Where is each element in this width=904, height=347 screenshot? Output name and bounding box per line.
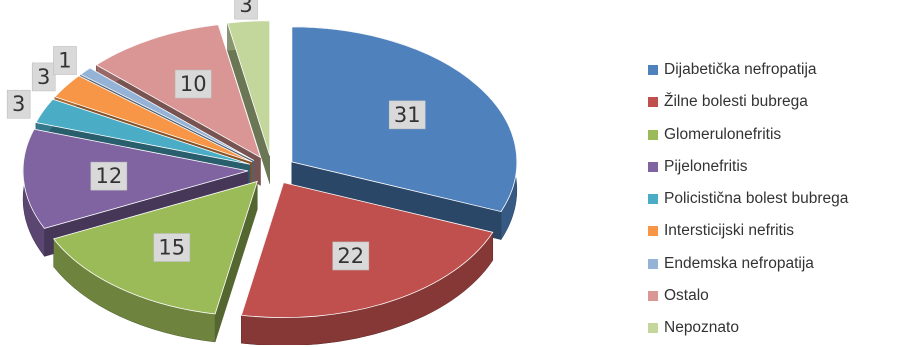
data-label-box bbox=[53, 46, 77, 75]
data-label-box bbox=[332, 241, 370, 271]
legend-item: Endemska nefropatija bbox=[648, 250, 848, 278]
legend-item: Pijelonefritis bbox=[648, 153, 848, 181]
pie-slice bbox=[22, 128, 249, 229]
data-label-box bbox=[90, 161, 128, 191]
data-label: 3 bbox=[239, 0, 252, 17]
data-label-box bbox=[174, 69, 212, 99]
legend-item: Dijabetička nefropatija bbox=[648, 56, 848, 84]
data-label: 31 bbox=[394, 103, 421, 127]
chart-legend: Dijabetička nefropatija Žilne bolesti bu… bbox=[648, 56, 848, 347]
legend-swatch bbox=[648, 291, 658, 302]
legend-swatch bbox=[648, 161, 658, 172]
data-label: 1 bbox=[58, 48, 71, 72]
legend-swatch bbox=[648, 97, 658, 108]
data-label: 22 bbox=[337, 244, 364, 268]
legend-label: Žilne bolesti bubrega bbox=[664, 93, 808, 111]
data-label-box bbox=[6, 89, 31, 119]
data-label-box bbox=[31, 62, 56, 92]
legend-item: Ostalo bbox=[648, 282, 848, 310]
legend-label: Intersticijski nefritis bbox=[664, 222, 795, 240]
data-label-box bbox=[153, 233, 191, 262]
legend-item: Glomerulonefritis bbox=[648, 121, 848, 149]
legend-label: Pijelonefritis bbox=[664, 157, 748, 175]
legend-label: Dijabetička nefropatija bbox=[664, 61, 817, 78]
legend-label: Ostalo bbox=[664, 287, 709, 305]
legend-label: Policistična bolest bubrega bbox=[664, 190, 849, 208]
legend-swatch bbox=[648, 323, 658, 334]
legend-swatch bbox=[648, 226, 658, 237]
legend-swatch bbox=[648, 194, 658, 205]
pie-slice bbox=[79, 67, 255, 161]
legend-swatch bbox=[648, 258, 658, 269]
pie-slice bbox=[35, 98, 251, 165]
data-label-box bbox=[388, 100, 426, 130]
data-label: 15 bbox=[158, 236, 185, 260]
legend-label: Endemska nefropatija bbox=[664, 254, 814, 272]
legend-item: Žilne bolesti bubrega bbox=[648, 88, 848, 116]
data-label: 12 bbox=[95, 164, 122, 188]
legend-item: Policistična bolest bubrega bbox=[648, 185, 848, 213]
data-label: 10 bbox=[180, 72, 207, 96]
pie-slice bbox=[227, 20, 271, 156]
data-label: 3 bbox=[12, 92, 25, 116]
data-label: 3 bbox=[37, 65, 50, 89]
legend-label: Glomerulonefritis bbox=[664, 125, 782, 143]
data-label-box bbox=[234, 0, 258, 20]
legend-swatch bbox=[648, 129, 658, 140]
pie-slice bbox=[54, 75, 253, 163]
legend-item: Nepoznato bbox=[648, 314, 848, 342]
legend-item: Intersticijski nefritis bbox=[648, 217, 848, 245]
legend-swatch bbox=[648, 65, 658, 75]
legend-label: Nepoznato bbox=[664, 319, 739, 337]
